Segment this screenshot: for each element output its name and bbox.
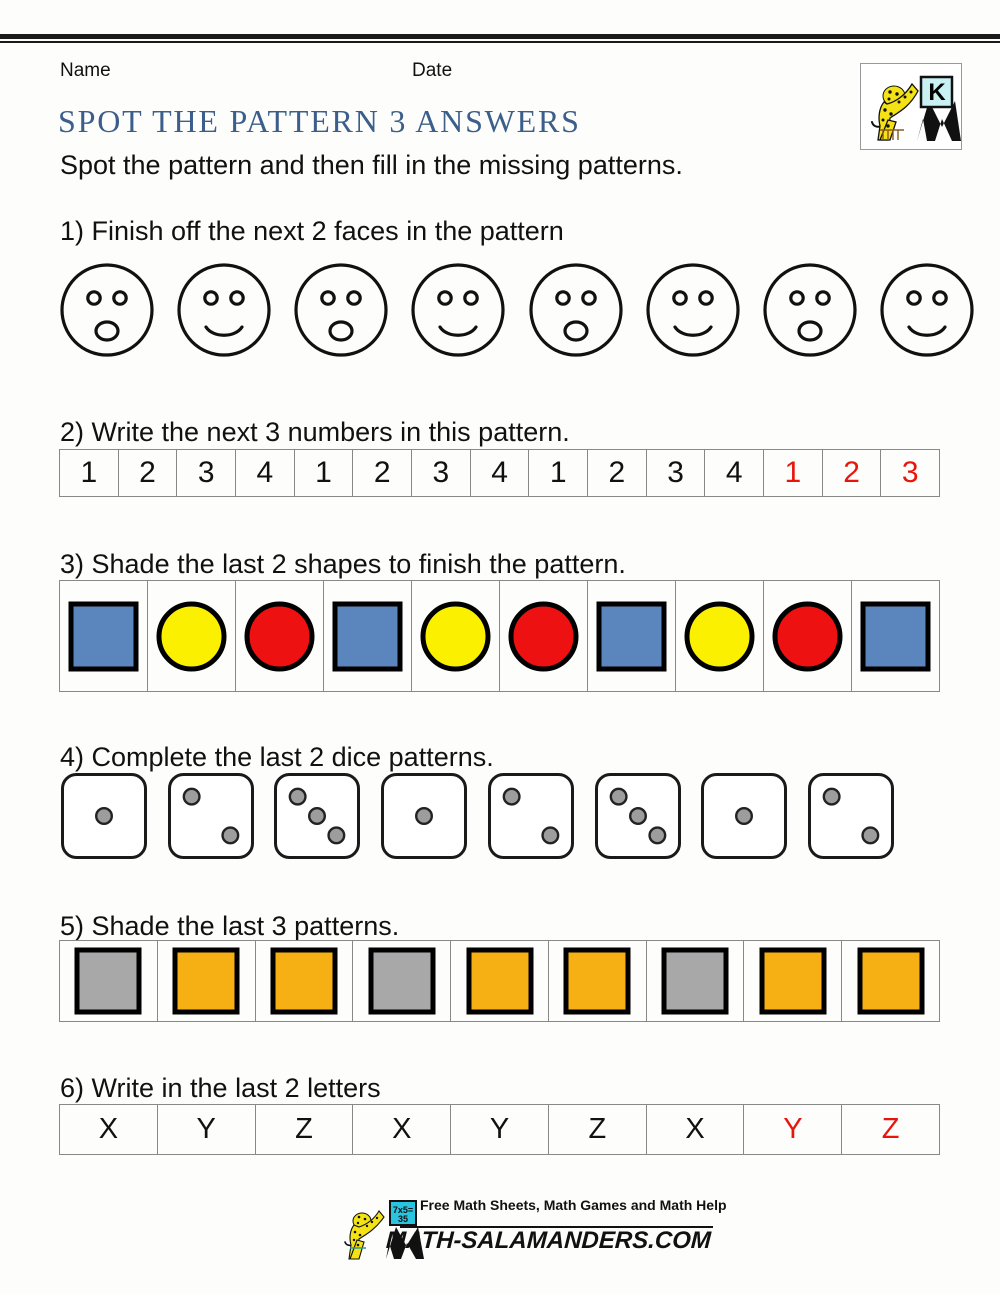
- svg-text:35: 35: [398, 1214, 408, 1224]
- svg-text:K: K: [928, 79, 946, 106]
